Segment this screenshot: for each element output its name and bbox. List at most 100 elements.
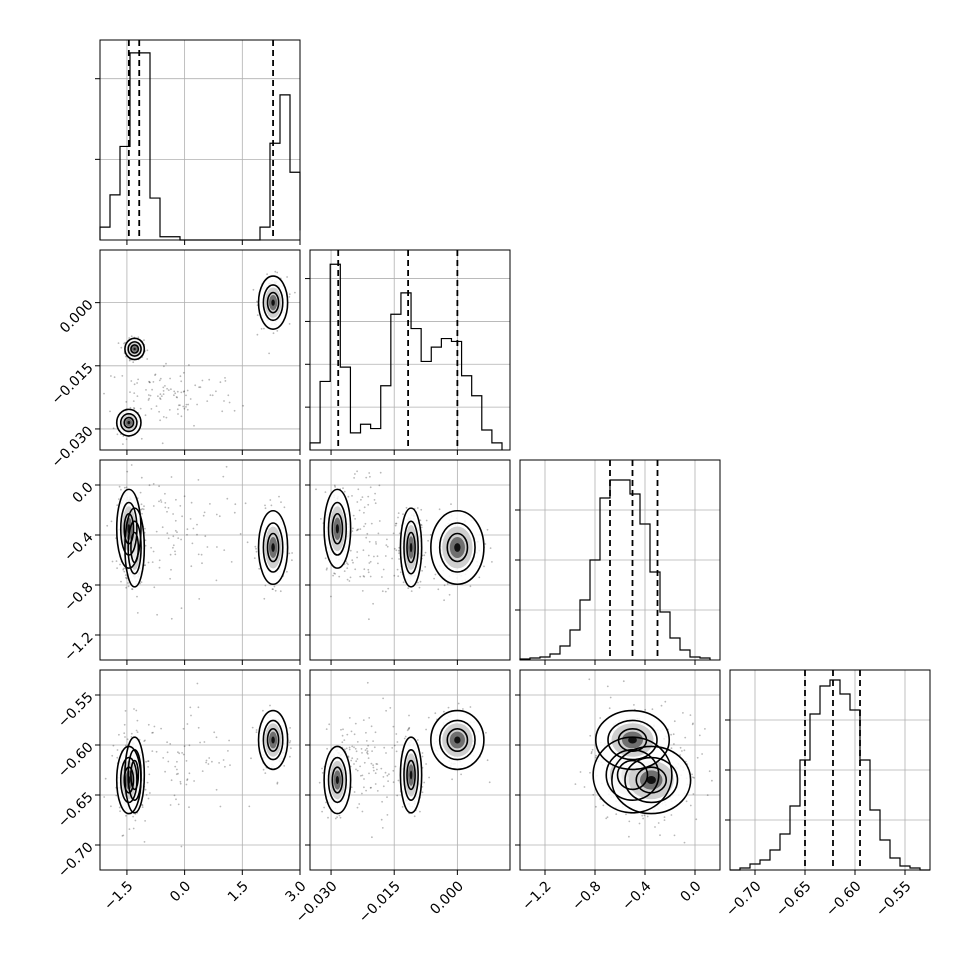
scatter-point [162,757,165,759]
scatter-point [427,539,429,542]
scatter-point [704,728,706,730]
scatter-point [215,736,218,739]
scatter-point [154,374,156,376]
contour [130,344,140,354]
scatter-point [118,498,120,500]
scatter-point [367,568,370,571]
scatter-point [148,773,151,776]
scatter-point [132,815,135,818]
scatter-point [356,470,358,473]
scatter-point [122,568,125,571]
contour [616,759,649,791]
scatter-point [176,390,179,393]
scatter-point [365,476,368,479]
scatter-point [151,388,154,391]
scatter-point [356,529,359,531]
scatter-point [392,725,395,728]
scatter-point [215,390,217,393]
scatter-point [223,400,225,402]
contour [123,512,135,545]
scatter-point [270,504,273,507]
scatter-point [343,490,346,493]
scatter-point [364,749,367,751]
scatter-point [347,563,349,566]
scatter-point [369,575,372,578]
scatter-point [386,796,388,798]
scatter-point [188,806,190,809]
scatter-point [196,533,198,536]
scatter-point [144,539,147,542]
scatter-point [372,740,374,742]
scatter-point [152,381,155,383]
contour [130,759,140,791]
scatter-point [271,588,274,590]
scatter-point [396,741,399,743]
scatter-point [162,416,165,418]
contour [399,507,423,588]
scatter-point [145,794,148,796]
scatter-point [159,499,162,501]
scatter-point [348,748,351,751]
scatter-point [123,732,126,735]
scatter-point [174,392,177,395]
scatter-point [374,492,376,495]
scatter-point [161,526,164,529]
scatter-point [169,804,172,806]
scatter-point [352,514,355,517]
scatter-point [185,403,188,406]
scatter-point [346,733,349,736]
scatter-point [372,766,375,769]
contour [406,531,416,564]
scatter-point [111,560,114,563]
panel-frame [309,459,511,661]
scatter-point [469,585,472,588]
density-contours [592,709,692,815]
scatter-point [324,557,327,560]
scatter-point [177,751,179,754]
scatter-point [377,532,380,535]
scatter-point [141,508,144,510]
scatter-point [172,544,175,547]
scatter-point [382,568,385,571]
scatter-point [393,574,396,577]
scatter-point [139,407,142,410]
scatter-point [353,763,355,765]
scatter-point [280,501,282,503]
scatter-point [215,579,218,582]
scatter-point [167,537,170,540]
contour [327,756,348,804]
scatter-point [190,501,193,504]
scatter-point [325,728,328,730]
scatter-point [691,773,693,776]
scatter-point [133,407,135,409]
scatter-point [327,816,329,819]
scatter-point [374,502,377,505]
density-peak [335,776,339,784]
scatter-point [116,567,118,569]
scatter-point [147,394,150,396]
contour [262,284,284,322]
panels: −1.5 0.0 1.5 3.0−0.030 −0.015 0.000 −1.2 −0.8 −0… [49,39,931,926]
scatter-point [691,723,694,726]
scatter-point [152,505,155,507]
scatter-point [158,410,161,413]
scatter-point [579,771,582,773]
scatter-point [368,717,371,719]
scatter-point [126,470,129,473]
scatter-point [164,502,167,504]
scatter-point [274,270,277,273]
scatter-point [144,564,147,567]
scatter-point [663,819,666,821]
scatter-point [198,598,201,600]
scatter-point [147,561,150,564]
scatter-point [330,595,332,598]
scatter-point [363,568,366,571]
scatter-point [360,498,362,501]
scatter-point [170,617,173,620]
scatter-point [159,398,162,400]
scatter-point [147,760,150,762]
scatter-point [679,754,682,756]
scatter-point [679,746,682,749]
scatter-point [413,815,416,818]
contour [331,512,344,545]
